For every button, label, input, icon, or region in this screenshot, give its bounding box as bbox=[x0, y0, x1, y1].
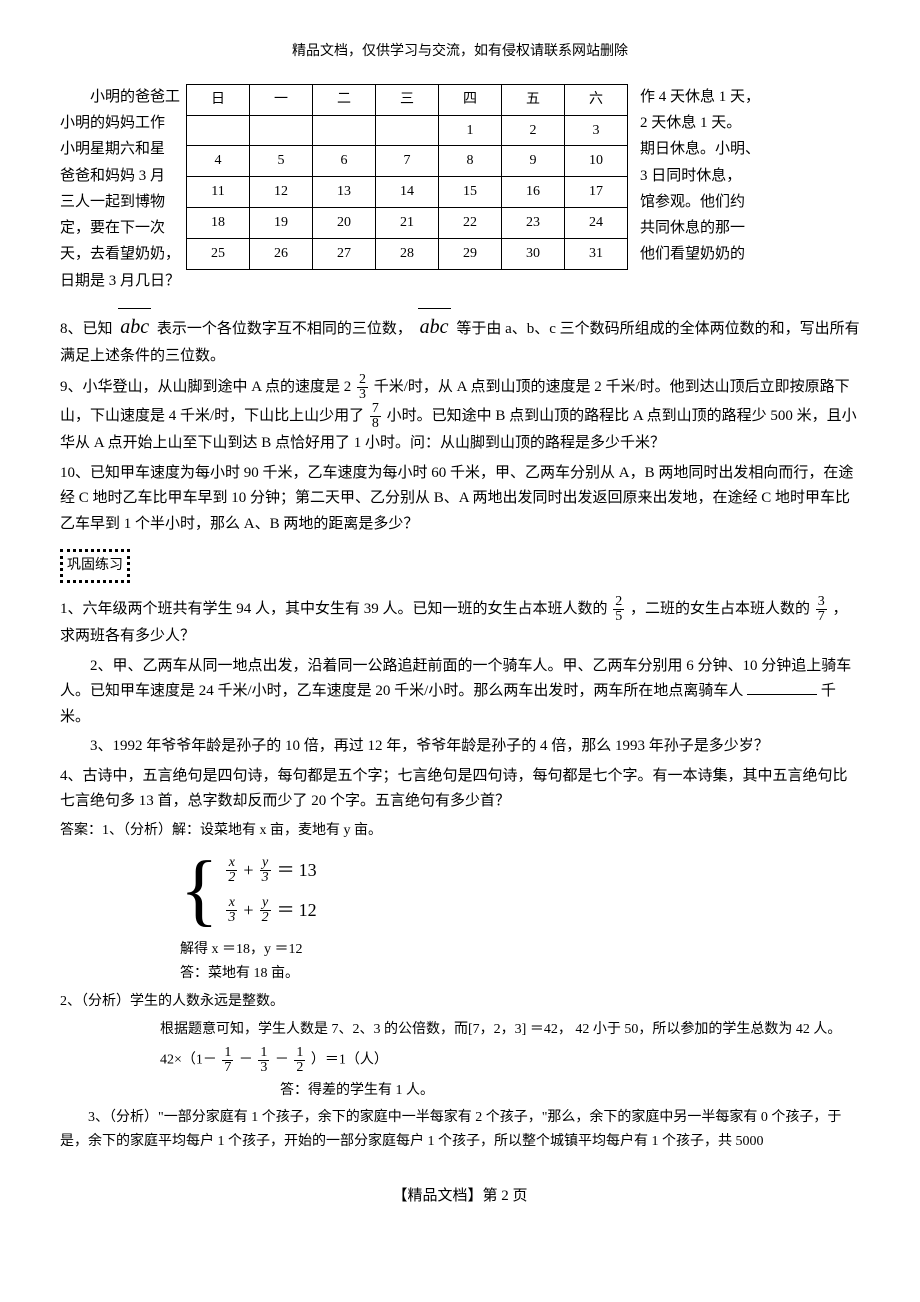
calendar-cell: 25 bbox=[187, 238, 250, 269]
abc-symbol: abc bbox=[416, 310, 453, 344]
answer-3: 3、（分析）"一部分家庭有 1 个孩子，余下的家庭中一半每家有 2 个孩子，"那… bbox=[60, 1106, 860, 1154]
calendar-cell: 13 bbox=[313, 177, 376, 208]
fraction: 12 bbox=[294, 1046, 305, 1075]
calendar-cell: 8 bbox=[439, 146, 502, 177]
a2-mid1: － bbox=[239, 1052, 253, 1067]
calendar-cell: 7 bbox=[376, 146, 439, 177]
answer-2-line: 根据题意可知，学生人数是 7、2、3 的公倍数，而[7，2，3] ＝42， 42… bbox=[160, 1018, 860, 1042]
a2-mid2: － bbox=[275, 1052, 289, 1067]
calendar-cell: 15 bbox=[439, 177, 502, 208]
q1-a: 1、六年级两个班共有学生 94 人，其中女生有 39 人。已知一班的女生占本班人… bbox=[60, 601, 608, 617]
page-footer: 【精品文档】第 2 页 bbox=[60, 1184, 860, 1210]
header-note: 精品文档，仅供学习与交流，如有侵权请联系网站删除 bbox=[60, 40, 860, 64]
answer-1-solve: 解得 x ＝18，y ＝12 bbox=[180, 938, 860, 962]
calendar-header-row: 日一二三四五六 bbox=[187, 84, 628, 115]
left-brace-icon: { bbox=[180, 850, 218, 930]
calendar-cell: 4 bbox=[187, 146, 250, 177]
p9-text-a: 9、小华登山，从山脚到途中 A 点的速度是 2 bbox=[60, 379, 351, 395]
practice-1: 1、六年级两个班共有学生 94 人，其中女生有 39 人。已知一班的女生占本班人… bbox=[60, 595, 860, 650]
calendar-row: 123 bbox=[187, 115, 628, 146]
calendar-row: 45678910 bbox=[187, 146, 628, 177]
calendar-cell: 9 bbox=[502, 146, 565, 177]
answer-2-expression: 42×（1－ 17 － 13 － 12 ）＝1（人） bbox=[160, 1046, 860, 1075]
abc-symbol: abc bbox=[116, 310, 153, 344]
fraction: 23 bbox=[357, 373, 368, 402]
calendar-cell: 16 bbox=[502, 177, 565, 208]
calendar-cell: 29 bbox=[439, 238, 502, 269]
section-title-practice: 巩固练习 bbox=[60, 549, 130, 583]
calendar-header-cell: 三 bbox=[376, 84, 439, 115]
p8-text-b: 表示一个各位数字互不相同的三位数， bbox=[157, 321, 416, 337]
calendar-cell bbox=[250, 115, 313, 146]
fraction: 78 bbox=[370, 402, 381, 431]
answer-2-header: 2、（分析）学生的人数永远是整数。 bbox=[60, 990, 860, 1014]
calendar-cell: 31 bbox=[565, 238, 628, 269]
calendar-header-cell: 六 bbox=[565, 84, 628, 115]
equation-2: x3 + y2 ＝12 bbox=[224, 895, 316, 926]
calendar-table: 日一二三四五六 12345678910111213141516171819202… bbox=[186, 84, 628, 270]
problem-9: 9、小华登山，从山脚到途中 A 点的速度是 2 23 千米/时，从 A 点到山顶… bbox=[60, 373, 860, 457]
calendar-cell bbox=[187, 115, 250, 146]
calendar-row: 25262728293031 bbox=[187, 238, 628, 269]
calendar-cell: 1 bbox=[439, 115, 502, 146]
q2-a: 2、甲、乙两车从同一地点出发，沿着同一公路追赶前面的一个骑车人。甲、乙两车分别用… bbox=[60, 658, 851, 700]
equation-system: { x2 + y3 ＝13 x3 + y2 ＝12 bbox=[180, 850, 860, 930]
answer-2-final: 答：得差的学生有 1 人。 bbox=[280, 1079, 860, 1103]
calendar-cell: 12 bbox=[250, 177, 313, 208]
practice-4: 4、古诗中，五言绝句是四句诗，每句都是五个字；七言绝句是四句诗，每句都是七个字。… bbox=[60, 764, 860, 815]
calendar-cell: 28 bbox=[376, 238, 439, 269]
calendar-cell: 23 bbox=[502, 207, 565, 238]
calendar-header-cell: 一 bbox=[250, 84, 313, 115]
a2-expr-b: ）＝1（人） bbox=[311, 1052, 388, 1067]
calendar-cell: 27 bbox=[313, 238, 376, 269]
calendar-row: 11121314151617 bbox=[187, 177, 628, 208]
practice-3: 3、1992 年爷爷年龄是孙子的 10 倍，再过 12 年，爷爷年龄是孙子的 4… bbox=[60, 734, 860, 760]
fraction: 25 bbox=[613, 595, 624, 624]
calendar-cell: 11 bbox=[187, 177, 250, 208]
calendar-cell: 24 bbox=[565, 207, 628, 238]
calendar-cell: 17 bbox=[565, 177, 628, 208]
calendar-cell: 21 bbox=[376, 207, 439, 238]
answer-1-final: 答：菜地有 18 亩。 bbox=[180, 962, 860, 986]
calendar-left-text: 小明的爸爸工 小明的妈妈工作 小明星期六和星 爸爸和妈妈 3 月 三人一起到博物… bbox=[60, 84, 182, 294]
calendar-cell: 2 bbox=[502, 115, 565, 146]
calendar-right-text: 作 4 天休息 1 天， 2 天休息 1 天。 期日休息。小明、 3 日同时休息… bbox=[632, 84, 772, 268]
calendar-row: 18192021222324 bbox=[187, 207, 628, 238]
calendar-cell bbox=[376, 115, 439, 146]
calendar-cell: 10 bbox=[565, 146, 628, 177]
calendar-header-cell: 五 bbox=[502, 84, 565, 115]
calendar-cell: 5 bbox=[250, 146, 313, 177]
equation-1: x2 + y3 ＝13 bbox=[224, 855, 316, 886]
calendar-cell bbox=[313, 115, 376, 146]
fraction: 13 bbox=[258, 1046, 269, 1075]
fraction: 37 bbox=[816, 595, 827, 624]
calendar-cell: 20 bbox=[313, 207, 376, 238]
blank-field bbox=[747, 694, 817, 695]
p8-text-a: 8、已知 bbox=[60, 321, 116, 337]
calendar-cell: 26 bbox=[250, 238, 313, 269]
calendar-cell: 30 bbox=[502, 238, 565, 269]
calendar-cell: 6 bbox=[313, 146, 376, 177]
calendar-cell: 14 bbox=[376, 177, 439, 208]
calendar-cell: 22 bbox=[439, 207, 502, 238]
answer-1-header: 答案：1、（分析）解：设菜地有 x 亩，麦地有 y 亩。 bbox=[60, 819, 860, 843]
practice-2: 2、甲、乙两车从同一地点出发，沿着同一公路追赶前面的一个骑车人。甲、乙两车分别用… bbox=[60, 654, 860, 731]
calendar-header-cell: 二 bbox=[313, 84, 376, 115]
calendar-cell: 3 bbox=[565, 115, 628, 146]
calendar-header-cell: 四 bbox=[439, 84, 502, 115]
problem-10: 10、已知甲车速度为每小时 90 千米，乙车速度为每小时 60 千米，甲、乙两车… bbox=[60, 461, 860, 538]
a2-expr-a: 42×（1－ bbox=[160, 1052, 217, 1067]
q1-b: ，二班的女生占本班人数的 bbox=[630, 601, 810, 617]
calendar-cell: 19 bbox=[250, 207, 313, 238]
calendar-header-cell: 日 bbox=[187, 84, 250, 115]
calendar-section: 小明的爸爸工 小明的妈妈工作 小明星期六和星 爸爸和妈妈 3 月 三人一起到博物… bbox=[60, 84, 860, 294]
calendar-cell: 18 bbox=[187, 207, 250, 238]
problem-8: 8、已知 abc 表示一个各位数字互不相同的三位数， abc 等于由 a、b、c… bbox=[60, 310, 860, 370]
fraction: 17 bbox=[222, 1046, 233, 1075]
